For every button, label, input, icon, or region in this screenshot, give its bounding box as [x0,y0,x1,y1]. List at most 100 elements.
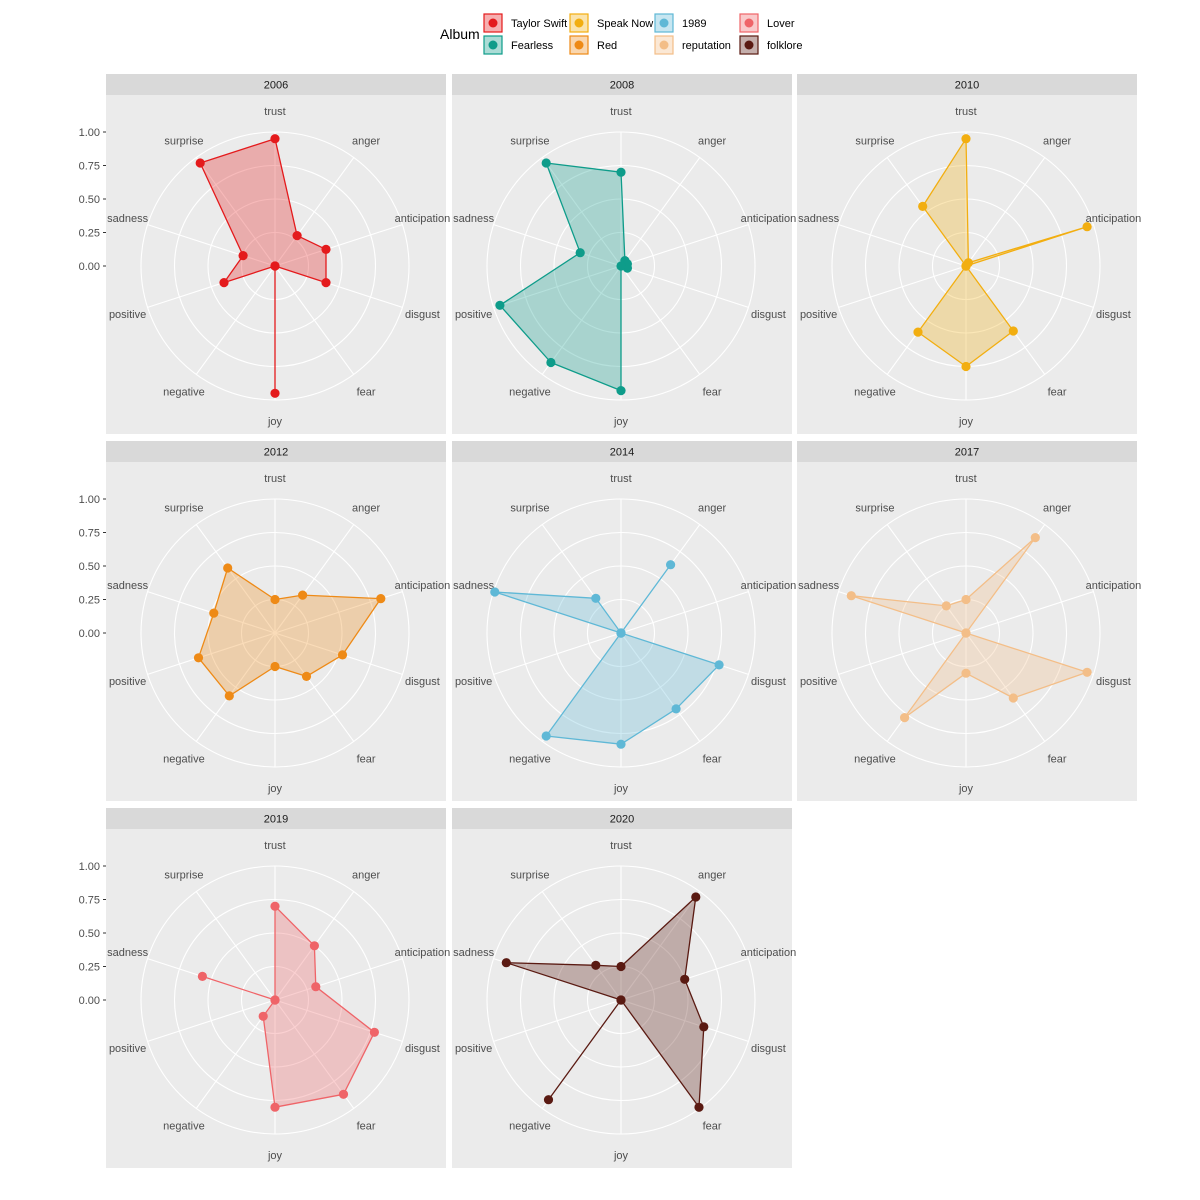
spoke-fear [620,265,701,375]
strip-label: 2012 [264,447,288,459]
radial-tick-label: 1.00 [79,127,100,139]
axis-label-disgust: disgust [751,1043,786,1055]
legend-label-taylor-swift: Taylor Swift [511,18,567,30]
data-point-disgust [337,650,348,660]
strip-label: 2020 [610,814,634,826]
axis-label-fear: fear [703,386,722,398]
radial-tick-label: 0.50 [79,561,100,573]
spoke-sadness [838,224,967,267]
axis-label-surprise: surprise [510,503,549,515]
radial-tick-label: 0.50 [79,928,100,940]
axis-label-surprise: surprise [855,503,894,515]
axis-label-sadness: sadness [107,580,148,592]
spoke-sadness [493,224,622,267]
strip-label: 2019 [264,814,288,826]
axis-label-sadness: sadness [798,213,839,225]
data-point-anger [1030,533,1040,543]
radial-tick-label: 0.50 [79,194,100,206]
axis-label-disgust: disgust [751,309,786,321]
axis-label-positive: positive [800,309,837,321]
axis-label-trust: trust [264,473,285,485]
axis-label-anticipation: anticipation [1086,213,1142,225]
legend-label-speak-now: Speak Now [597,18,653,30]
legend-item-lover: Lover [739,13,795,33]
axis-label-fear: fear [703,753,722,765]
axis-label-trust: trust [264,106,285,118]
strip-background [452,441,792,462]
axis-label-joy: joy [613,416,629,428]
spoke-surprise [195,891,276,1001]
axis-label-fear: fear [357,753,376,765]
spoke-anticipation [965,591,1094,634]
strip-label: 2017 [955,447,979,459]
data-point-positive [495,300,505,310]
spoke-fear [274,632,355,742]
spoke-surprise [195,157,276,267]
data-point-trust [961,134,971,144]
legend-dot-taylor-swift [488,18,498,28]
axis-label-anticipation: anticipation [741,947,797,959]
radial-tick-label: 0.75 [79,161,100,173]
data-point-anticipation [311,982,321,992]
data-point-negative [541,731,551,741]
spoke-positive [838,632,967,675]
radial-tick-label: 1.00 [79,861,100,873]
radial-tick-label: 0.75 [79,528,100,540]
strip-background [106,74,446,95]
data-point-disgust [1082,667,1092,677]
facet-panels: 2006 trust anger anticipation disgust fear joy… [79,74,1142,1168]
data-point-negative [900,713,910,723]
axis-label-anger: anger [698,136,726,148]
spoke-anger [965,157,1046,267]
data-point-disgust [369,1027,379,1037]
data-point-trust [270,134,280,144]
legend-dot-reputation [659,40,669,50]
spoke-negative [195,265,276,375]
axis-label-trust: trust [264,840,285,852]
panel-2019: 2019 trust anger anticipation disgust fear joy… [79,808,450,1168]
panel-2014: 2014 trust anger anticipation disgust fear joy… [452,441,796,801]
data-point-surprise [541,158,551,168]
series-area-speak-now [917,138,1088,368]
legend-dot-red [574,40,584,50]
data-point-trust [270,901,280,911]
data-point-disgust [321,278,331,288]
legend-item-taylor-swift: Taylor Swift [483,13,567,33]
spoke-positive [493,632,622,675]
axis-label-joy: joy [958,783,974,795]
data-point-surprise [195,158,205,168]
data-point-anger [691,892,701,902]
spoke-disgust [620,999,749,1042]
axis-label-surprise: surprise [855,136,894,148]
panel-2008: 2008 trust anger anticipation disgust fear joy… [452,74,796,434]
data-point-negative [258,1011,268,1021]
radial-tick-label: 0.00 [79,628,100,640]
legend-dot-1989 [659,18,669,28]
data-point-sadness [501,958,511,968]
axis-label-negative: negative [509,1120,551,1132]
strip-background [797,74,1137,95]
axis-label-surprise: surprise [510,870,549,882]
data-point-disgust [699,1022,709,1032]
data-point-negative [913,327,923,337]
data-point-anger [298,590,308,600]
legend-item-reputation: reputation [654,35,731,55]
legend-title: Album [440,26,480,42]
spoke-fear [620,632,701,742]
legend-item-folklore: folklore [739,35,802,55]
data-point-positive [616,995,626,1005]
strip-label: 2006 [264,80,288,92]
axis-label-fear: fear [357,1120,376,1132]
data-point-trust [616,167,626,177]
data-point-fear [338,1089,349,1099]
data-point-positive [616,628,626,638]
spoke-anticipation [274,958,403,1001]
data-point-sadness [238,251,248,261]
data-point-joy [616,386,626,396]
axis-label-disgust: disgust [751,676,786,688]
axis-label-sadness: sadness [107,213,148,225]
spoke-fear [274,265,355,375]
axis-label-sadness: sadness [453,213,494,225]
spoke-anticipation [620,224,749,267]
spoke-anticipation [620,591,749,634]
